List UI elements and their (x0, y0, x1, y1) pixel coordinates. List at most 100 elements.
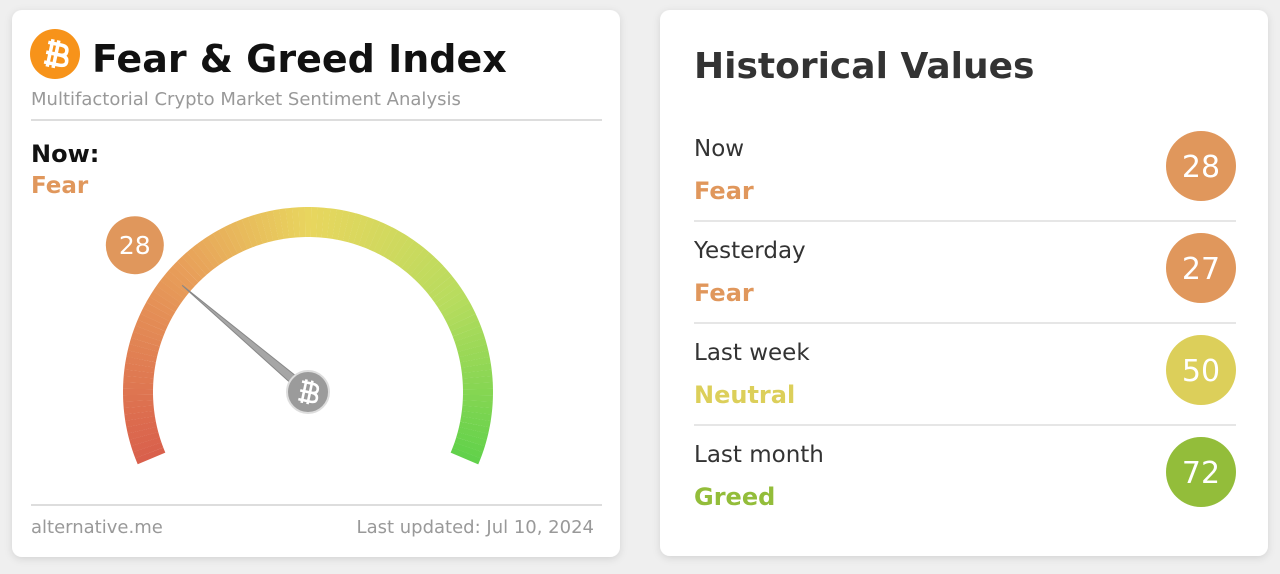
gauge-arc (129, 431, 160, 447)
gauge-arc (133, 442, 164, 459)
gauge-arc (373, 224, 393, 254)
gauge-arc (446, 308, 476, 327)
period-label: Last week (694, 340, 810, 366)
value-label: 27 (1182, 252, 1220, 287)
gauge-arc (448, 313, 479, 332)
gauge-arc (266, 210, 279, 241)
gauge-arc (358, 217, 375, 248)
gauge-arc (125, 356, 156, 368)
gauge-arc (124, 362, 155, 374)
gauge-arc (160, 275, 188, 299)
gauge-arc (229, 221, 248, 252)
gauge-arc (413, 256, 439, 283)
value-badge (1166, 233, 1236, 303)
gauge-arc (363, 219, 381, 250)
value-badge (1166, 437, 1236, 507)
gauge-arc (218, 227, 238, 257)
gauge-arc (348, 213, 363, 244)
gauge-arc (129, 337, 160, 352)
gauge-arc (461, 405, 493, 415)
gauge-arc (186, 248, 211, 276)
hub-glyph (298, 379, 320, 405)
gauge-arc (421, 265, 448, 291)
gauge-arc (164, 270, 192, 295)
gauge-arc (126, 421, 157, 434)
gauge-arc (378, 227, 398, 257)
value-badge (1166, 335, 1236, 405)
gauge-arc (461, 410, 492, 422)
history-rows: Now Fear 28 Yesterday Fear 27 Last week Neutral… (693, 131, 1236, 511)
history-card (660, 10, 1268, 556)
gauge-arc (156, 280, 185, 304)
gauge-arc (260, 211, 274, 243)
gauge-arc (392, 236, 415, 266)
gauge-arc (321, 207, 331, 239)
value-bubble (105, 216, 164, 275)
period-label: Yesterday (693, 238, 806, 264)
gauge-arc (253, 213, 269, 244)
gauge-arc (133, 325, 164, 342)
gauge-arc (326, 208, 338, 239)
gauge-arc (149, 291, 179, 313)
gauge-arc (241, 217, 258, 248)
gauge-arc (457, 344, 489, 358)
value-label: 28 (1182, 150, 1220, 185)
gauge-arc (332, 209, 344, 240)
gauge-arc (143, 302, 173, 322)
gauge-arc (126, 350, 158, 363)
gauge-arc (387, 233, 409, 263)
gauge-arc (417, 261, 444, 287)
gauge-arc (207, 233, 229, 263)
bitcoin-glyph (43, 38, 69, 69)
gauge-arc (440, 296, 470, 318)
gauge-arc (409, 252, 435, 279)
gauge-arc (460, 356, 491, 368)
gauge-arc (368, 221, 387, 252)
classification-label: Neutral (694, 381, 795, 409)
gauge-arc (461, 363, 492, 374)
gauge-arc (456, 337, 487, 353)
gauge-arc (454, 331, 485, 347)
gauge-arc (235, 219, 253, 250)
gauge-arc (452, 442, 483, 459)
classification-label: Fear (694, 177, 754, 205)
gauge-arc (279, 208, 290, 239)
value-label: 28 (119, 231, 151, 260)
gauge-arc (127, 343, 159, 358)
gauge-arc (135, 447, 166, 465)
period-label: Now (694, 136, 744, 162)
gauge-arc (247, 215, 263, 246)
value-badge (1166, 131, 1236, 201)
gauge-arc (131, 437, 162, 453)
gauge-title: Fear & Greed Index (92, 37, 507, 81)
gauge-arc (443, 302, 473, 322)
gauge-arc (428, 275, 456, 299)
gauge-arc (140, 307, 170, 327)
gauge-arc (454, 437, 485, 453)
gauge-arc (123, 369, 155, 379)
gauge-arc (434, 285, 464, 308)
gauge-arc (125, 416, 156, 428)
gauge-arc (127, 426, 159, 440)
gauge-arc (460, 416, 491, 428)
gauge-arc (450, 319, 481, 337)
gauge-arc (457, 426, 489, 441)
gauge-arc (224, 224, 243, 254)
gauge-arc (383, 230, 404, 260)
gauge-arc (146, 296, 176, 317)
gauge-arc (124, 410, 155, 421)
value-label: 72 (1182, 456, 1220, 491)
last-updated: Last updated: Jul 10, 2024 (357, 517, 594, 538)
gauge-arc (172, 261, 199, 287)
gauge-arc (191, 244, 215, 272)
gauge-arc (181, 252, 207, 279)
now-label: Now: (31, 140, 99, 168)
now-classification: Fear (31, 173, 89, 199)
value-label: 50 (1182, 354, 1220, 389)
history-title: Historical Values (694, 46, 1034, 87)
gauge-arc (405, 248, 430, 276)
gauge-arc (337, 210, 350, 242)
gauge-arc (201, 236, 224, 266)
gauge: 28 (105, 207, 493, 465)
